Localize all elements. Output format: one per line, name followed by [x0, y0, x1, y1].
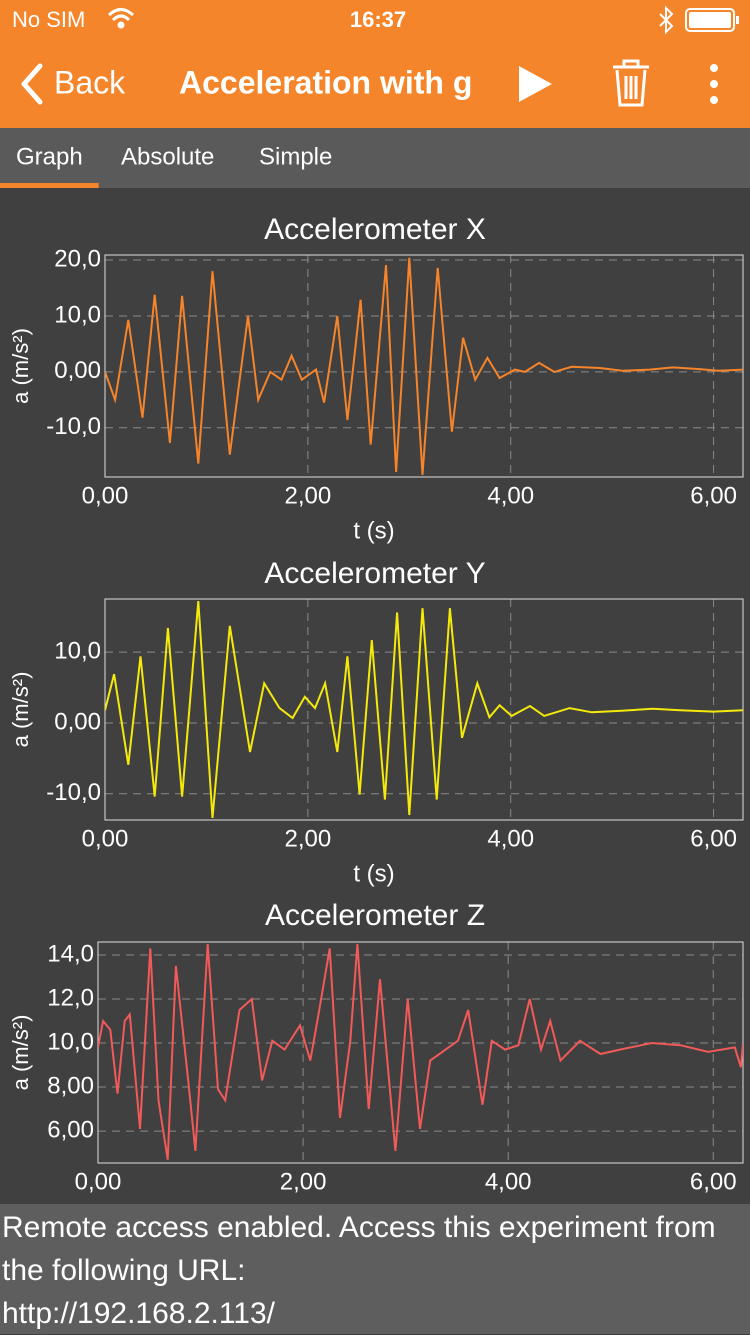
y-tick-label: 12,0	[47, 984, 94, 1011]
y-tick-label: -10,0	[46, 413, 101, 440]
screen: No SIM 16:37 Back Acceleration with g Gr…	[0, 0, 750, 1195]
plot-frame	[104, 254, 744, 478]
x-tick-label: 6,00	[690, 1168, 737, 1195]
chart: Accelerometer X 0,00 2,00 4,00 6,00 -10,0 0,00…	[8, 213, 744, 544]
carrier: No SIM	[12, 7, 85, 32]
tab[interactable]: Absolute	[121, 143, 214, 170]
x-tick-label: 2,00	[280, 1168, 327, 1195]
chart-title: Accelerometer X	[264, 213, 486, 246]
battery-icon	[685, 8, 739, 32]
remote-access-footer: Remote access enabled. Access this exper…	[0, 1204, 750, 1334]
data-line	[98, 943, 743, 1160]
wifi-icon	[107, 8, 135, 29]
y-axis-label: a (m/s²)	[8, 672, 33, 748]
x-tick-label: 0,00	[75, 1168, 122, 1195]
nav-title: Acceleration with g	[179, 64, 472, 100]
y-tick-label: 6,00	[47, 1116, 94, 1143]
x-axis-label: t (s)	[353, 517, 394, 544]
y-tick-label: 10,0	[47, 1028, 94, 1055]
tab[interactable]: Graph	[16, 143, 83, 170]
back-button[interactable]: Back	[21, 63, 126, 105]
chart: Accelerometer Y 0,00 2,00 4,00 6,00 -10,0 0,00…	[8, 557, 744, 887]
y-tick-label: 0,00	[54, 357, 101, 384]
plot-frame	[97, 941, 744, 1164]
y-tick-label: 8,00	[47, 1072, 94, 1099]
bluetooth-icon	[659, 5, 674, 35]
back-label[interactable]: Back	[54, 64, 126, 100]
clock: 16:37	[350, 7, 406, 32]
y-tick-label: 10,0	[54, 637, 101, 664]
tab-indicator	[0, 183, 99, 188]
y-tick-label: 20,0	[54, 245, 101, 272]
x-tick-label: 2,00	[285, 825, 332, 852]
y-tick-label: -10,0	[46, 779, 101, 806]
x-tick-label: 6,00	[690, 482, 737, 509]
x-tick-label: 4,00	[487, 482, 534, 509]
play-button[interactable]	[519, 66, 552, 102]
remote-access-message: Remote access enabled. Access this exper…	[2, 1211, 716, 1287]
more-button[interactable]	[710, 64, 718, 104]
x-tick-label: 6,00	[690, 825, 737, 852]
y-tick-label: 0,00	[54, 708, 101, 735]
remote-access-url[interactable]: http://192.168.2.113/	[2, 1297, 276, 1330]
x-tick-label: 4,00	[485, 1168, 532, 1195]
data-line	[105, 257, 743, 475]
chart-title: Accelerometer Y	[264, 557, 485, 590]
x-tick-label: 2,00	[285, 482, 332, 509]
data-line	[105, 601, 743, 818]
tab-bar	[0, 128, 750, 188]
x-axis-label: t (s)	[353, 860, 394, 887]
y-tick-label: 10,0	[54, 301, 101, 328]
y-axis-label: a (m/s²)	[8, 1015, 33, 1091]
tab[interactable]: Simple	[259, 143, 332, 170]
chart-title: Accelerometer Z	[265, 899, 485, 932]
y-axis-label: a (m/s²)	[8, 328, 33, 404]
y-tick-label: 14,0	[47, 940, 94, 967]
chart: Accelerometer Z 0,00 2,00 4,00 6,00 6,00 8,00 1…	[8, 899, 744, 1195]
delete-button[interactable]	[613, 59, 649, 107]
x-tick-label: 0,00	[82, 482, 129, 509]
x-tick-label: 4,00	[487, 825, 534, 852]
x-tick-label: 0,00	[82, 825, 129, 852]
